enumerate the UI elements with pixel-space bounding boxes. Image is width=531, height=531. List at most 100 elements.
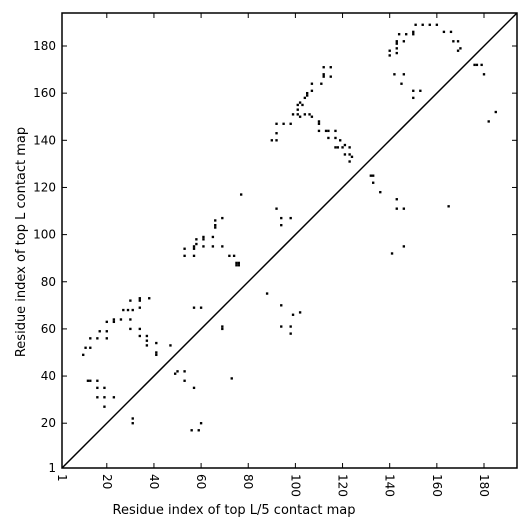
contact-point [129, 299, 132, 302]
contact-point [192, 306, 196, 309]
contact-point [402, 73, 406, 76]
contact-point [221, 245, 224, 248]
contact-point [329, 75, 332, 78]
contact-point [131, 308, 134, 312]
x-axis-ticks: 1 20 40 60 80 100 120 140 160 180 [55, 13, 491, 497]
contact-point [131, 417, 134, 420]
contact-point [289, 216, 292, 220]
contact-point [494, 110, 497, 114]
contact-point [435, 23, 439, 26]
contact-point [237, 261, 240, 265]
contact-point [298, 311, 302, 314]
contact-point [98, 330, 101, 333]
contact-point [395, 198, 398, 201]
contact-point [289, 122, 292, 125]
contact-point [183, 379, 186, 382]
contact-point [86, 379, 90, 382]
contact-point [235, 261, 238, 265]
contact-point [322, 73, 325, 76]
contact-point [317, 120, 321, 123]
contact-point [122, 308, 125, 312]
y-tick-label: 180 [33, 39, 56, 53]
contact-point [452, 40, 455, 43]
contact-point [183, 254, 186, 258]
contact-point [395, 47, 398, 50]
contact-point [96, 337, 99, 340]
contact-point [282, 122, 285, 125]
contact-point [239, 193, 243, 196]
x-tick-label: 120 [336, 474, 350, 497]
contact-point [155, 353, 158, 357]
contact-point [105, 330, 108, 333]
contact-point [155, 341, 158, 345]
contact-point [84, 346, 87, 349]
x-tick-label: 100 [288, 474, 302, 497]
contact-point [397, 33, 401, 36]
y-axis-label: Residue index of top L contact map [14, 127, 29, 357]
contact-point [112, 320, 116, 324]
contact-point [372, 174, 375, 177]
contact-point [442, 30, 446, 34]
contact-point [89, 337, 92, 340]
contact-point [131, 422, 134, 425]
contact-point [214, 226, 217, 229]
contact-point [400, 82, 403, 85]
contact-point [169, 344, 172, 347]
contact-point [487, 120, 490, 123]
contact-point [280, 224, 283, 227]
y-tick-label: 160 [33, 86, 56, 100]
contact-point [350, 155, 354, 158]
contact-point [480, 63, 483, 67]
contact-point [291, 313, 295, 316]
contact-point [138, 327, 141, 331]
contact-point [275, 207, 278, 210]
contact-point [265, 292, 269, 295]
contact-point [275, 122, 278, 125]
y-tick-label: 100 [33, 228, 56, 242]
contact-point [414, 23, 417, 26]
contact-point [183, 247, 186, 250]
x-tick-label: 60 [194, 474, 208, 489]
contact-point [214, 219, 217, 222]
contact-point [129, 327, 132, 331]
contact-point [176, 370, 179, 373]
contact-point [280, 325, 283, 328]
contact-point [96, 396, 99, 399]
contact-point [301, 103, 304, 107]
contact-point [402, 245, 406, 248]
contact-point [329, 66, 332, 69]
contact-point [103, 386, 106, 390]
contact-point [327, 129, 330, 133]
contact-point [310, 115, 314, 118]
contact-point [390, 252, 394, 255]
contact-point [148, 297, 151, 300]
contact-point [372, 181, 375, 184]
y-tick-label: 80 [41, 275, 56, 289]
contact-point [190, 429, 193, 432]
contact-point [126, 308, 130, 312]
x-tick-label: 40 [147, 474, 161, 489]
contact-point [145, 344, 149, 347]
contact-point [317, 122, 321, 125]
contact-point [412, 96, 415, 100]
contact-point [96, 386, 99, 390]
contact-point [341, 146, 344, 149]
contact-point [138, 299, 141, 302]
contact-point [199, 306, 203, 309]
contact-point [296, 108, 299, 111]
contact-point [155, 351, 158, 354]
x-tick-label: 20 [100, 474, 114, 489]
contact-point [348, 160, 351, 163]
plot-frame [61, 12, 518, 469]
y-tick-label: 40 [41, 369, 56, 383]
contact-point [221, 325, 224, 328]
contact-point [303, 113, 307, 116]
contact-point [339, 139, 342, 142]
contact-point [195, 238, 198, 241]
contact-point [334, 136, 337, 140]
contact-point [214, 224, 217, 227]
contact-point [275, 132, 278, 135]
contact-point [192, 254, 196, 258]
contact-point [334, 129, 337, 133]
